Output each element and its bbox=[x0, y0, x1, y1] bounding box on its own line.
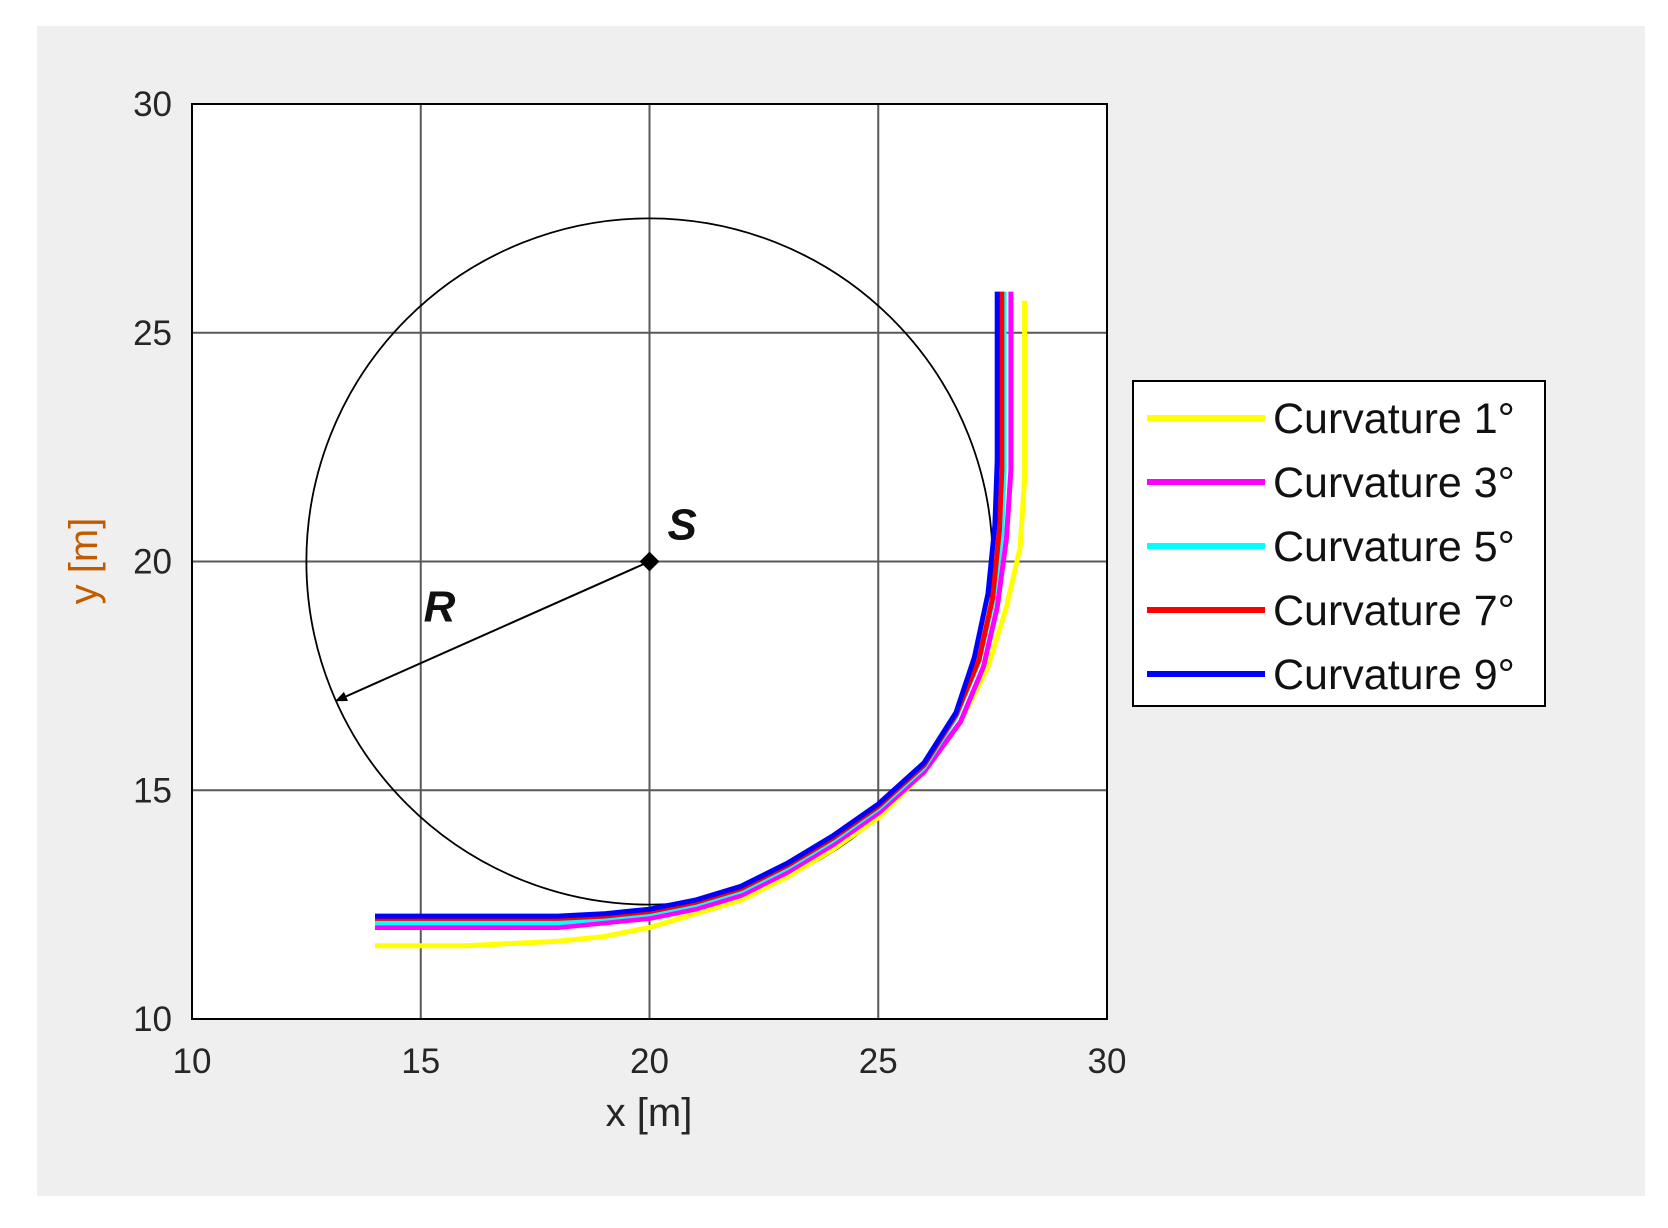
legend-label-1: Curvature 1° bbox=[1273, 395, 1515, 443]
x-tick-label: 15 bbox=[401, 1042, 440, 1081]
y-tick-label: 10 bbox=[133, 1000, 172, 1039]
y-tick-label: 25 bbox=[133, 314, 172, 353]
x-tick-label: 20 bbox=[630, 1042, 669, 1081]
tick-labels: 10 15 20 25 30 10 15 20 25 30 bbox=[133, 85, 1126, 1081]
legend: Curvature 1° Curvature 3° Curvature 5° Curv… bbox=[1132, 380, 1546, 707]
y-axis-label: y [m] bbox=[62, 518, 106, 605]
center-point-marker bbox=[639, 551, 660, 572]
series-line-1 bbox=[375, 300, 1028, 949]
legend-label-2: Curvature 3° bbox=[1273, 459, 1515, 507]
radius-label: R bbox=[424, 582, 456, 631]
axes-frame bbox=[191, 103, 1108, 1020]
series-line-5 bbox=[375, 291, 1000, 919]
y-tick-label: 30 bbox=[133, 85, 172, 124]
y-tick-label: 15 bbox=[133, 771, 172, 810]
series-line-2 bbox=[375, 291, 1014, 930]
x-axis-label: x [m] bbox=[606, 1091, 693, 1135]
legend-label-5: Curvature 9° bbox=[1273, 651, 1515, 699]
legend-label-4: Curvature 7° bbox=[1273, 587, 1515, 635]
y-tick-label: 20 bbox=[133, 543, 172, 582]
x-tick-label: 10 bbox=[173, 1042, 212, 1081]
center-label: S bbox=[668, 501, 697, 550]
annotation-group: SR bbox=[335, 501, 697, 702]
x-tick-label: 25 bbox=[859, 1042, 898, 1081]
x-tick-label: 30 bbox=[1088, 1042, 1127, 1081]
series-group bbox=[375, 291, 1028, 949]
legend-label-3: Curvature 5° bbox=[1273, 523, 1515, 571]
radius-arrow bbox=[335, 560, 650, 702]
